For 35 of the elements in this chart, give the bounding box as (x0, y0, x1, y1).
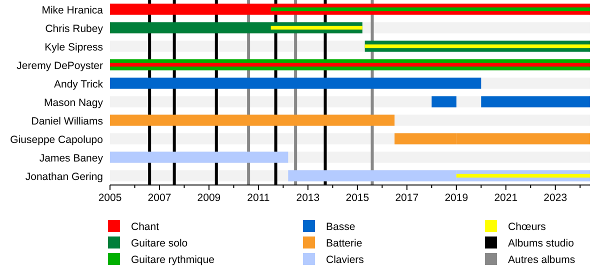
legend-label: Basse (326, 221, 356, 233)
x-tick-label: 2023 (544, 192, 568, 204)
y-tick-label: Mason Nagy (44, 96, 104, 109)
y-tick-label: Jonathan Gering (25, 170, 104, 183)
y-tick-label: Giuseppe Capolupo (10, 134, 104, 146)
bar (456, 174, 590, 178)
y-tick-label: Kyle Sipress (44, 41, 103, 54)
x-tick-label: 2021 (494, 192, 518, 204)
y-tick-label: Daniel Williams (31, 115, 103, 128)
x-tick-label: 2015 (346, 192, 370, 204)
legend-label: Batterie (326, 238, 362, 250)
bar (270, 7, 590, 12)
x-tick-label: 2013 (296, 192, 320, 204)
y-tick-label: Jeremy DePoyster (16, 60, 104, 72)
legend-label: Albums studio (508, 238, 574, 250)
legend-label: Chœurs (508, 221, 546, 233)
y-tick-label: James Baney (39, 152, 104, 164)
x-tick-label: 2009 (197, 192, 221, 204)
x-tick-label: 2005 (98, 192, 122, 204)
bar (110, 62, 590, 67)
bar (432, 96, 456, 108)
x-tick-label: 2019 (444, 192, 468, 204)
bar (481, 96, 590, 108)
legend-label: Claviers (326, 254, 364, 266)
legend-label: Autres albums (508, 254, 576, 266)
y-tick-label: Mike Hranica (42, 4, 104, 16)
x-tick-label: 2007 (148, 192, 172, 204)
legend-label: Chant (131, 221, 160, 233)
x-tick-label: 2017 (395, 192, 419, 204)
x-tick-label: 2011 (247, 192, 270, 204)
y-tick-label: Andy Trick (54, 78, 104, 90)
y-tick-label: Chris Rubey (45, 22, 104, 35)
legend-label: Guitare rythmique (131, 254, 215, 266)
bar (270, 26, 362, 30)
legend-label: Guitare solo (131, 238, 188, 250)
